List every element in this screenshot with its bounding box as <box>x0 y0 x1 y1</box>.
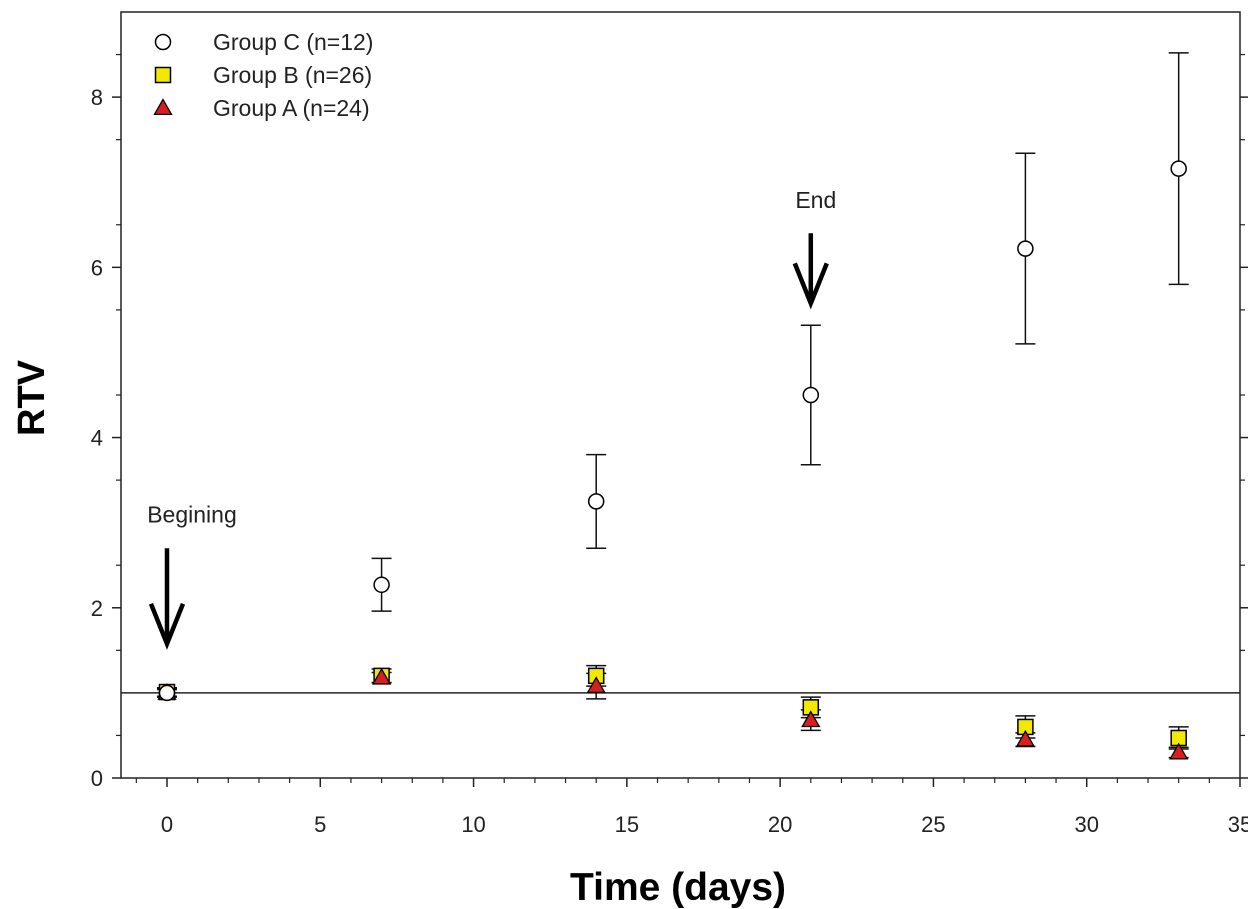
x-tick-label-15: 15 <box>615 812 639 837</box>
y-tick-label-6: 6 <box>91 255 103 280</box>
y-tick-label-2: 2 <box>91 596 103 621</box>
point-circle-open <box>587 493 605 510</box>
x-tick-label-25: 25 <box>921 812 945 837</box>
legend-marker-square <box>154 66 172 84</box>
point-circle-open <box>802 386 820 404</box>
legend-label: Group A (n=24) <box>213 95 370 121</box>
x-tick-label-30: 30 <box>1074 812 1098 837</box>
data-points <box>157 160 1189 760</box>
error-bars <box>156 52 1189 759</box>
annotation-arrow-head <box>792 262 829 310</box>
annotations: Begining End <box>147 187 836 650</box>
point-circle-open <box>1170 160 1187 177</box>
y-tick-label-0: 0 <box>91 766 103 791</box>
x-tick-label-20: 20 <box>768 812 792 837</box>
point-triangle <box>801 710 821 728</box>
point-triangle <box>586 676 606 694</box>
legend: Group C (n=12) Group B (n=26) Group A (n=2… <box>153 29 373 121</box>
x-tick-label-0: 0 <box>161 812 173 837</box>
point-circle-open <box>1017 240 1034 257</box>
y-tick-label-8: 8 <box>91 85 103 110</box>
legend-marker-triangle <box>153 98 173 116</box>
x-tick-label-10: 10 <box>461 812 485 837</box>
point-triangle <box>1015 729 1036 747</box>
legend-marker-circle-open <box>154 33 172 51</box>
legend-label: Group C (n=12) <box>213 29 373 55</box>
annotation-arrow-head <box>148 602 186 650</box>
plot-frame <box>120 11 1241 779</box>
point-circle-open <box>158 684 176 702</box>
point-triangle <box>371 667 392 685</box>
point-circle-open <box>373 576 390 594</box>
annotation-label-0: Begining <box>147 502 237 528</box>
x-tick-label-5: 5 <box>314 812 326 837</box>
legend-label: Group B (n=26) <box>213 62 372 88</box>
annotation-label-1: End <box>795 187 836 213</box>
plot-border <box>120 11 1241 779</box>
y-tick-label-4: 4 <box>91 426 103 451</box>
x-axis-title: Time (days) <box>570 866 786 909</box>
y-axis-title: RTV <box>11 359 53 436</box>
point-triangle <box>1169 742 1189 760</box>
axis-ticks: 0 5 10 15 20 25 30 35 0 2 4 6 8 <box>91 53 1248 837</box>
x-tick-label-35: 35 <box>1228 812 1248 837</box>
